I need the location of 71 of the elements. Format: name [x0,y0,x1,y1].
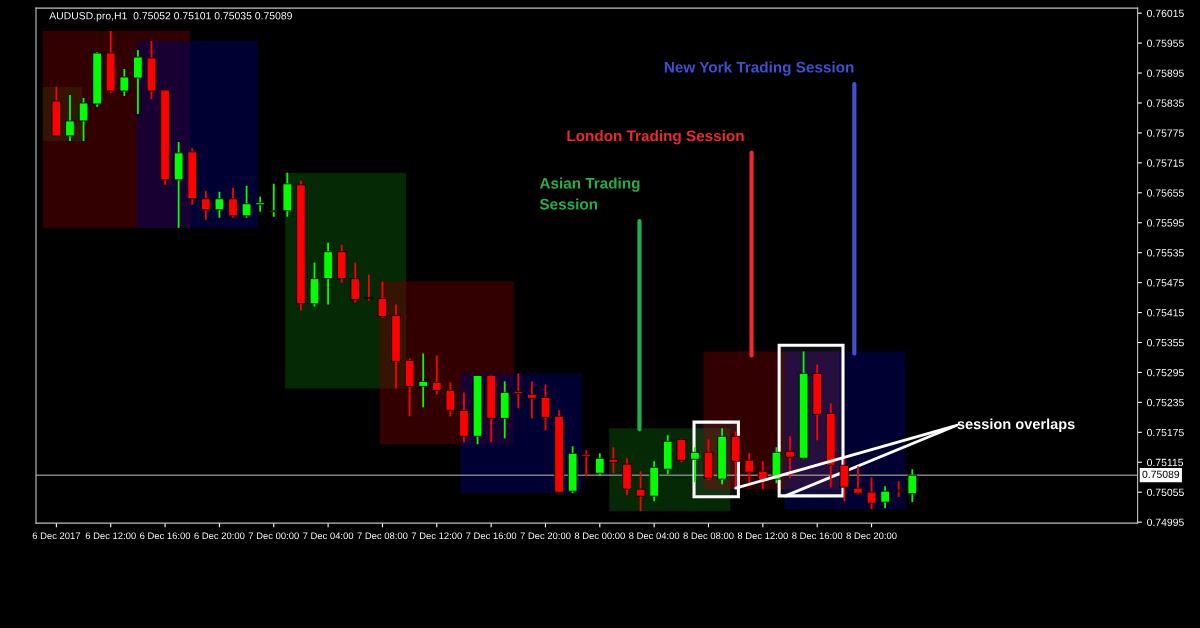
candlestick [350,261,361,304]
x-tick-label: 6 Dec 12:00 [85,532,136,540]
candlestick [635,470,646,513]
ref-line-label: 0.75089 [1142,470,1180,479]
candlestick [608,446,619,475]
y-tick-label: 0.76015 [1147,9,1184,18]
candlestick [377,280,388,319]
y-tick-label: 0.75655 [1147,189,1184,197]
x-tick-label: 8 Dec 16:00 [792,532,843,540]
candlestick [676,437,687,464]
candlestick [581,449,591,478]
candlestick [785,435,795,480]
candlestick [907,468,918,504]
y-tick-label: 0.75715 [1147,159,1184,167]
candlestick [268,182,279,218]
x-tick-label: 7 Dec 12:00 [411,532,462,540]
y-tick-label: 0.75955 [1147,39,1184,47]
candlestick [866,476,877,511]
candlestick [133,49,143,115]
y-tick-label: 0.75355 [1147,338,1184,347]
x-tick-label: 8 Dec 12:00 [737,532,788,540]
x-tick-label: 8 Dec 00:00 [574,532,625,540]
x-tick-label: 6 Dec 16:00 [140,532,191,540]
candlestick [445,381,456,418]
candlestick [119,68,130,97]
x-tick-label: 8 Dec 20:00 [846,532,897,540]
y-tick-label: 0.75895 [1147,69,1184,77]
x-tick-label: 7 Dec 00:00 [248,532,299,540]
y-tick-label: 0.75175 [1147,428,1184,437]
y-tick-label: 0.75775 [1147,129,1184,137]
y-tick-label: 0.74995 [1147,518,1184,526]
candlestick [364,273,374,302]
y-tick-label: 0.75535 [1147,249,1184,257]
candlestick [893,480,904,499]
chart-title: AUDUSD.pro,H1 0.75052 0.75101 0.75035 0.75089 [49,12,292,22]
x-tick-label: 6 Dec 2017 [32,532,81,540]
annotation: New York Trading Session [664,61,854,76]
y-tick-label: 0.75595 [1147,219,1184,227]
candlestick [540,383,551,432]
candlestick [690,446,700,484]
x-tick-label: 6 Dec 20:00 [194,532,245,540]
annotation: London Trading Session [567,130,744,145]
y-tick-label: 0.75235 [1147,398,1184,407]
candlestick [65,94,75,142]
candlestick [595,452,605,477]
candlestick [78,97,89,142]
candlestick [880,485,890,510]
y-tick-label: 0.75055 [1147,488,1184,497]
y-tick-label: 0.75295 [1147,368,1184,377]
candlestick [241,184,252,219]
candlestick [853,465,863,496]
x-tick-label: 7 Dec 20:00 [520,532,571,540]
y-tick-label: 0.75115 [1147,458,1184,467]
candlestick [214,190,225,219]
y-tick-label: 0.75475 [1147,279,1184,287]
candlestick [432,354,442,396]
annotation: Asian Trading Session [539,177,640,210]
candlestick [201,189,211,221]
x-tick-label: 8 Dec 08:00 [683,532,734,540]
y-tick-label: 0.75415 [1147,309,1184,317]
annotation: session overlaps [957,418,1075,433]
candlestick [527,380,537,420]
y-tick-label: 0.75835 [1147,99,1184,107]
candlestick [513,372,524,410]
x-tick-label: 7 Dec 04:00 [303,532,354,540]
candlestick [839,456,850,503]
candlestick [228,186,238,219]
x-tick-label: 7 Dec 08:00 [357,532,408,540]
candlestick [418,352,428,409]
x-tick-label: 7 Dec 16:00 [466,532,517,540]
x-tick-label: 8 Dec 04:00 [629,532,680,540]
